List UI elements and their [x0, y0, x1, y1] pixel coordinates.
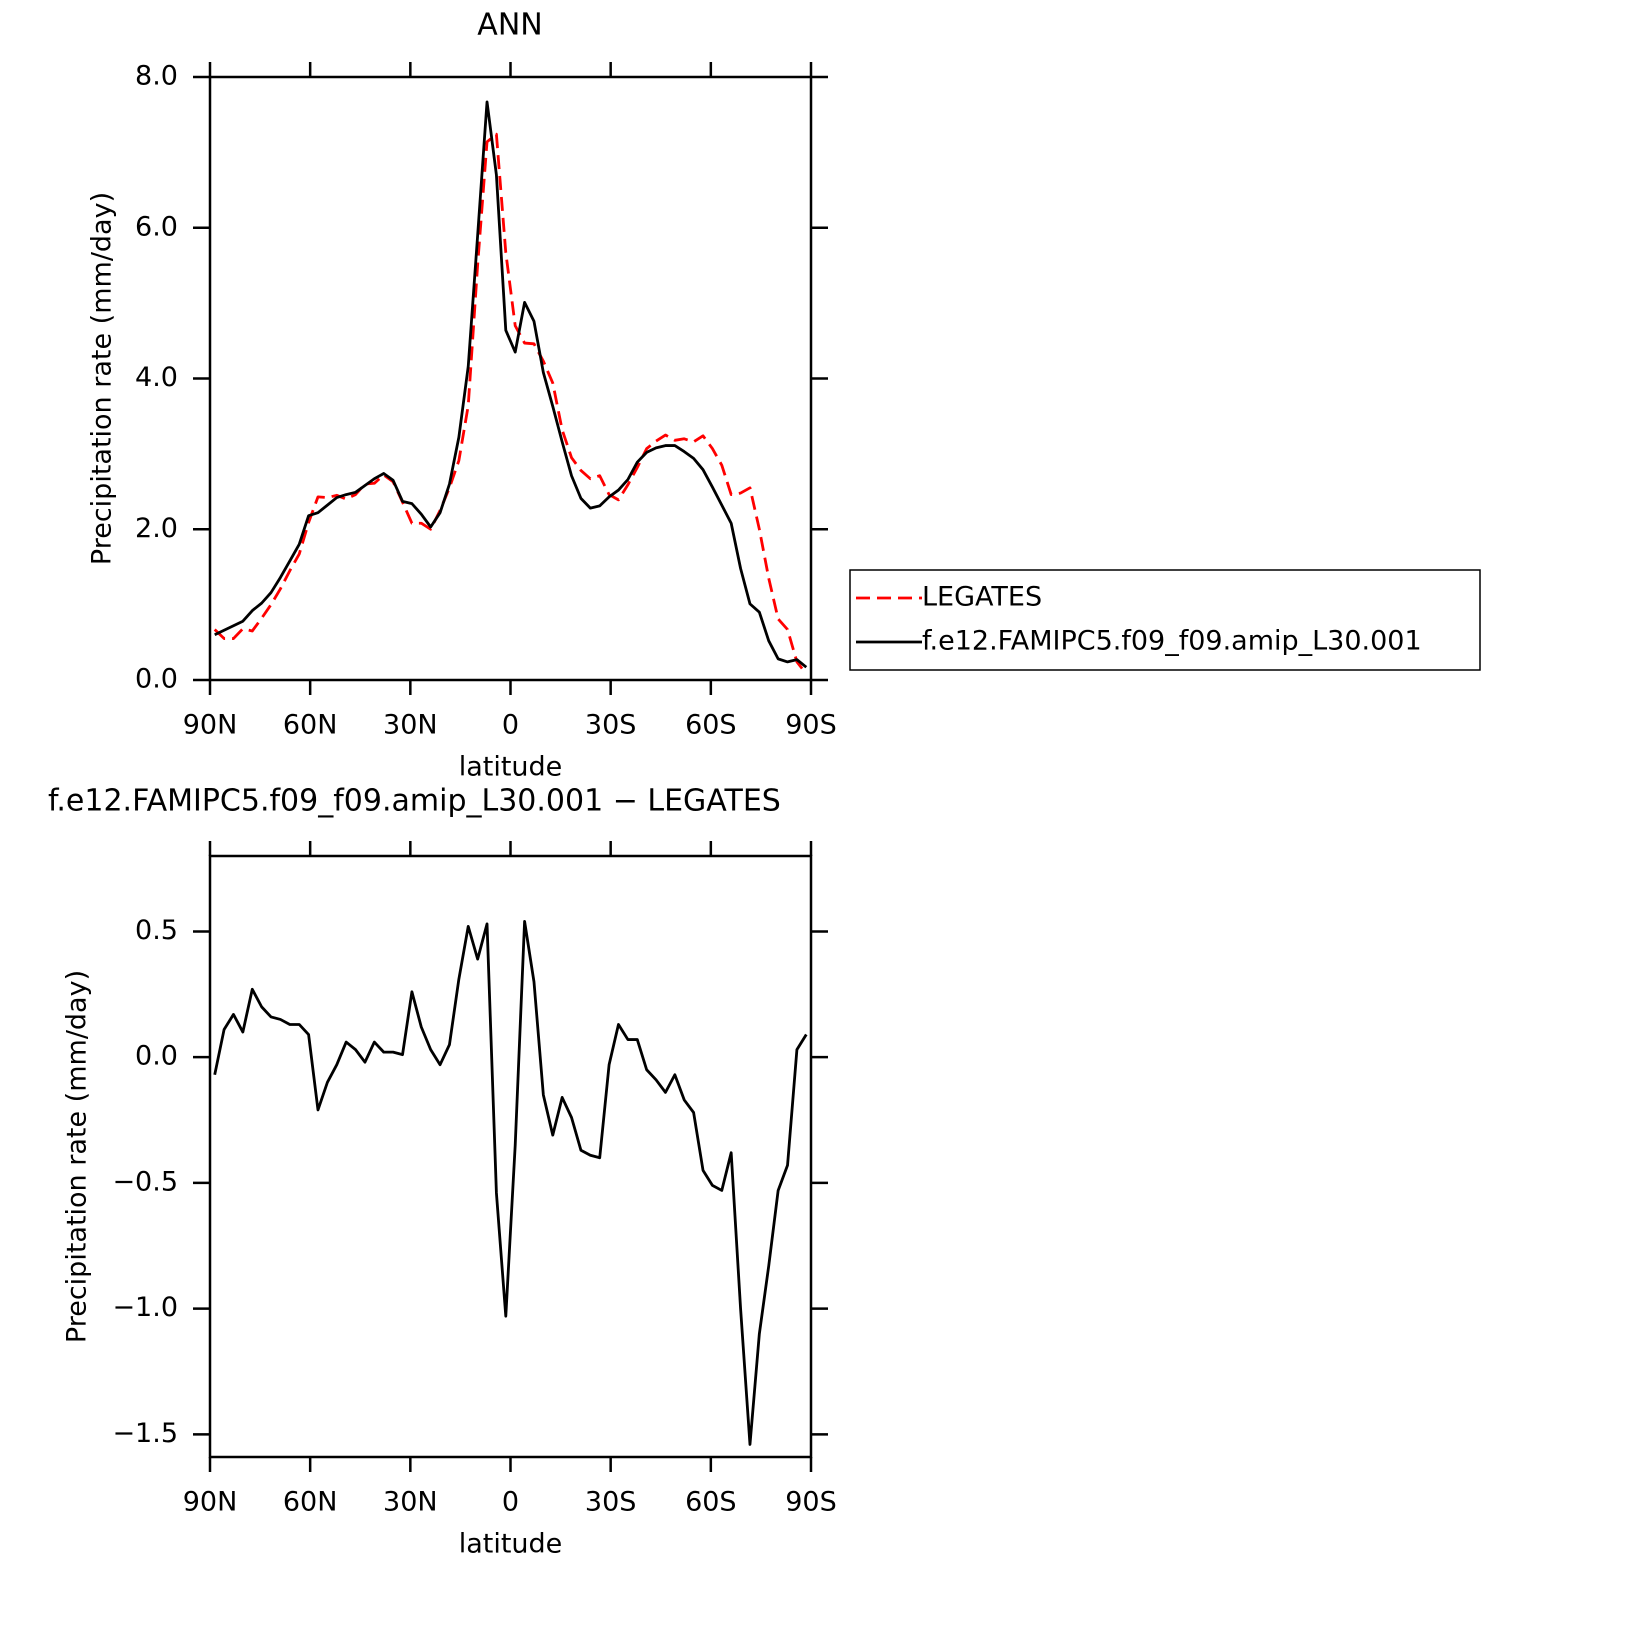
x-tick-label: 90N — [183, 710, 238, 741]
y-tick-label: 0.5 — [135, 915, 178, 946]
x-tick-label: 30N — [383, 1487, 438, 1518]
x-tick-label: 30S — [585, 710, 637, 741]
data-line — [214, 100, 808, 669]
y-tick-label: 4.0 — [135, 362, 178, 393]
x-tick-label: 60N — [283, 1487, 338, 1518]
x-tick-label: 60S — [685, 1487, 737, 1518]
data-line — [213, 919, 808, 1446]
y-axis-label: Precipitation rate (mm/day) — [62, 970, 93, 1343]
x-tick-label: 90N — [183, 1487, 238, 1518]
plot-frame — [208, 854, 813, 1459]
x-tick-label: 0 — [502, 710, 519, 741]
x-tick-label: 60S — [685, 710, 737, 741]
plot-frame — [208, 75, 813, 682]
x-axis-label: latitude — [459, 752, 563, 783]
y-axis-label: Precipitation rate (mm/day) — [87, 192, 118, 565]
x-tick-label: 30N — [383, 710, 438, 741]
x-tick-label: 90S — [785, 710, 837, 741]
y-tick-label: 0.0 — [135, 664, 178, 695]
x-tick-label: 90S — [785, 1487, 837, 1518]
data-line — [213, 132, 808, 675]
x-tick-label: 0 — [502, 1487, 519, 1518]
y-tick-label: 6.0 — [135, 211, 178, 242]
legend-label: f.e12.FAMIPC5.f09_f09.amip_L30.001 — [922, 626, 1422, 657]
y-tick-label: 0.0 — [135, 1041, 178, 1072]
x-axis-label: latitude — [459, 1529, 563, 1560]
y-tick-label: −1.5 — [112, 1418, 178, 1449]
x-tick-label: 30S — [585, 1487, 637, 1518]
y-tick-label: −1.0 — [112, 1292, 178, 1323]
chart-title: f.e12.FAMIPC5.f09_f09.amip_L30.001 − LEG… — [48, 784, 781, 819]
x-tick-label: 60N — [283, 710, 338, 741]
y-tick-label: 2.0 — [135, 513, 178, 544]
y-tick-label: −0.5 — [112, 1166, 178, 1197]
legend-box — [849, 569, 1481, 671]
y-tick-label: 8.0 — [135, 61, 178, 92]
legend-label: LEGATES — [922, 582, 1042, 613]
chart-title: ANN — [477, 8, 542, 43]
